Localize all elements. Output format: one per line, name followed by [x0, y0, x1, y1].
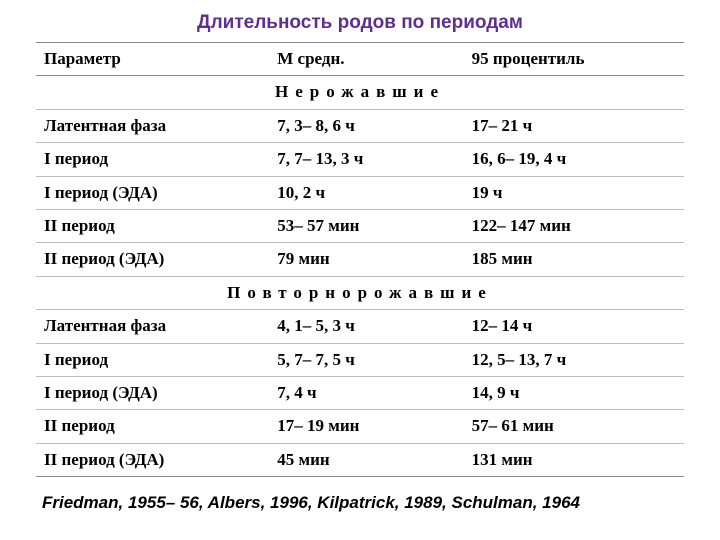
cell-mean: 7, 4 ч — [269, 376, 463, 409]
cell-param: Латентная фаза — [36, 109, 269, 142]
section-nulliparous: Нерожавшие — [36, 76, 684, 109]
cell-mean: 4, 1– 5, 3 ч — [269, 310, 463, 343]
cell-p95: 185 мин — [464, 243, 684, 276]
cell-mean: 53– 57 мин — [269, 209, 463, 242]
table-row: II период 53– 57 мин 122– 147 мин — [36, 209, 684, 242]
citation-text: Friedman, 1955– 56, Albers, 1996, Kilpat… — [42, 493, 684, 513]
col-mean: М средн. — [269, 43, 463, 76]
cell-p95: 12, 5– 13, 7 ч — [464, 343, 684, 376]
cell-param: I период — [36, 143, 269, 176]
cell-mean: 79 мин — [269, 243, 463, 276]
cell-mean: 10, 2 ч — [269, 176, 463, 209]
cell-param: II период (ЭДА) — [36, 243, 269, 276]
cell-p95: 122– 147 мин — [464, 209, 684, 242]
cell-param: I период (ЭДА) — [36, 376, 269, 409]
cell-p95: 16, 6– 19, 4 ч — [464, 143, 684, 176]
cell-mean: 45 мин — [269, 443, 463, 476]
cell-p95: 131 мин — [464, 443, 684, 476]
cell-param: I период — [36, 343, 269, 376]
table-row: I период 5, 7– 7, 5 ч 12, 5– 13, 7 ч — [36, 343, 684, 376]
page-title: Длительность родов по периодам — [36, 12, 684, 34]
table-row: I период (ЭДА) 7, 4 ч 14, 9 ч — [36, 376, 684, 409]
col-parameter: Параметр — [36, 43, 269, 76]
cell-mean: 17– 19 мин — [269, 410, 463, 443]
table-row: Латентная фаза 7, 3– 8, 6 ч 17– 21 ч — [36, 109, 684, 142]
section-multiparous: Повторнорожавшие — [36, 276, 684, 309]
table-row: II период (ЭДА) 79 мин 185 мин — [36, 243, 684, 276]
cell-p95: 57– 61 мин — [464, 410, 684, 443]
cell-mean: 7, 7– 13, 3 ч — [269, 143, 463, 176]
cell-mean: 5, 7– 7, 5 ч — [269, 343, 463, 376]
cell-p95: 19 ч — [464, 176, 684, 209]
table-row: I период 7, 7– 13, 3 ч 16, 6– 19, 4 ч — [36, 143, 684, 176]
table-row: I период (ЭДА) 10, 2 ч 19 ч — [36, 176, 684, 209]
cell-p95: 12– 14 ч — [464, 310, 684, 343]
labor-duration-table: Параметр М средн. 95 процентиль Нерожавш… — [36, 42, 684, 477]
table-row: Латентная фаза 4, 1– 5, 3 ч 12– 14 ч — [36, 310, 684, 343]
table-header-row: Параметр М средн. 95 процентиль — [36, 43, 684, 76]
cell-param: Латентная фаза — [36, 310, 269, 343]
table-row: II период (ЭДА) 45 мин 131 мин — [36, 443, 684, 476]
cell-param: I период (ЭДА) — [36, 176, 269, 209]
cell-param: II период — [36, 209, 269, 242]
cell-p95: 17– 21 ч — [464, 109, 684, 142]
cell-p95: 14, 9 ч — [464, 376, 684, 409]
table-row: II период 17– 19 мин 57– 61 мин — [36, 410, 684, 443]
cell-param: II период (ЭДА) — [36, 443, 269, 476]
cell-param: II период — [36, 410, 269, 443]
section-label: Повторнорожавшие — [36, 276, 684, 309]
section-label: Нерожавшие — [36, 76, 684, 109]
cell-mean: 7, 3– 8, 6 ч — [269, 109, 463, 142]
col-percentile: 95 процентиль — [464, 43, 684, 76]
